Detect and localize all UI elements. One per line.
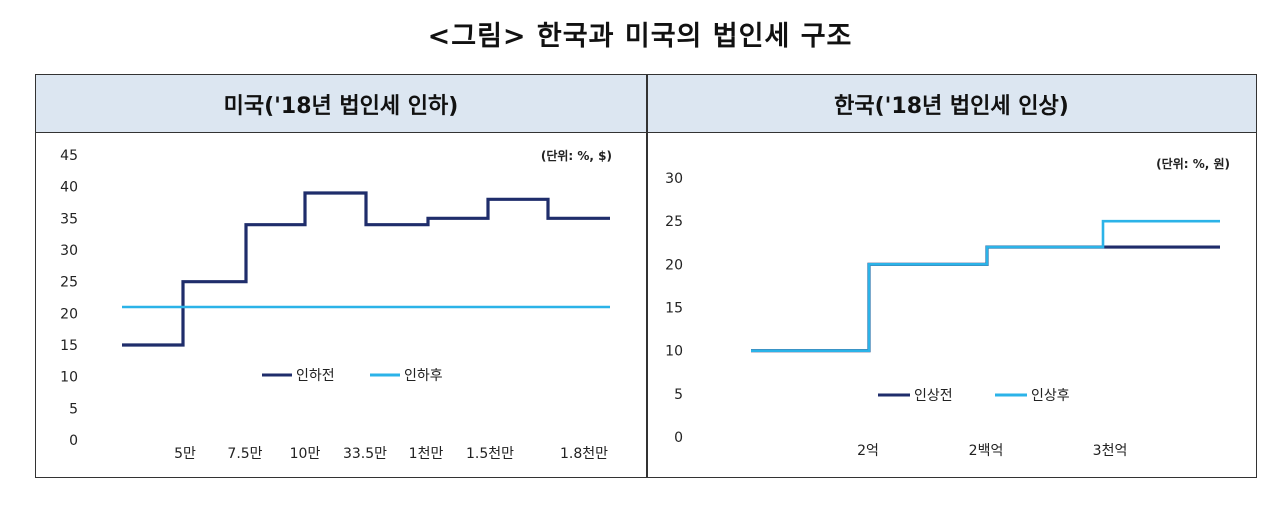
kr-chart: 0 5 10 15 20 25 30 2억 2백억 3천억 (단위: %, 원) 인상전 인상후	[665, 156, 1230, 459]
x-tick-label: 1.8천만	[560, 446, 608, 462]
y-tick-label: 20	[60, 306, 78, 322]
y-tick-label: 0	[69, 433, 78, 449]
x-tick-label: 3천억	[1093, 443, 1128, 459]
legend-label: 인하후	[404, 368, 443, 384]
y-tick-label: 25	[665, 214, 683, 230]
figure-title: <그림> 한국과 미국의 법인세 구조	[427, 21, 853, 52]
panel-divider	[646, 75, 648, 477]
y-tick-label: 25	[60, 275, 78, 291]
y-tick-label: 35	[60, 211, 78, 227]
kr-panel-header: 한국('18년 법인세 인상)	[647, 75, 1256, 133]
x-tick-label: 1.5천만	[466, 446, 514, 462]
legend-label: 인상후	[1031, 388, 1070, 404]
y-tick-label: 5	[69, 401, 78, 417]
y-tick-label: 15	[665, 301, 683, 317]
y-tick-label: 15	[60, 338, 78, 354]
unit-note: (단위: %, 원)	[1156, 156, 1230, 171]
series-line-after	[751, 219, 1220, 352]
unit-note: (단위: %, $)	[541, 148, 612, 163]
x-tick-label: 10만	[290, 446, 321, 462]
y-tick-label: 10	[665, 344, 683, 360]
y-tick-label: 10	[60, 370, 78, 386]
us-panel-header: 미국('18년 법인세 인하)	[36, 75, 646, 133]
us-chart: 0 5 10 15 20 25 30 35 40 45 5만 7.5만 10만 33.5만 1천만 1.5천만…	[60, 148, 612, 462]
legend-label: 인하전	[296, 368, 335, 384]
legend-label: 인상전	[914, 388, 953, 404]
y-tick-label: 30	[665, 171, 683, 187]
x-tick-label: 7.5만	[227, 446, 262, 462]
x-tick-label: 1천만	[409, 446, 444, 462]
y-tick-label: 20	[665, 257, 683, 273]
x-tick-label: 33.5만	[343, 446, 387, 462]
x-tick-label: 2백억	[969, 443, 1004, 459]
y-tick-label: 45	[60, 148, 78, 164]
x-tick-label: 5만	[174, 446, 196, 462]
x-tick-label: 2억	[857, 443, 879, 459]
y-tick-label: 30	[60, 243, 78, 259]
y-tick-label: 5	[674, 387, 683, 403]
chart-frame: 미국('18년 법인세 인하) 한국('18년 법인세 인상)	[35, 74, 1257, 478]
series-line-before	[122, 191, 610, 347]
y-tick-label: 40	[60, 180, 78, 196]
y-tick-label: 0	[674, 430, 683, 446]
series-line-before	[751, 245, 1220, 353]
